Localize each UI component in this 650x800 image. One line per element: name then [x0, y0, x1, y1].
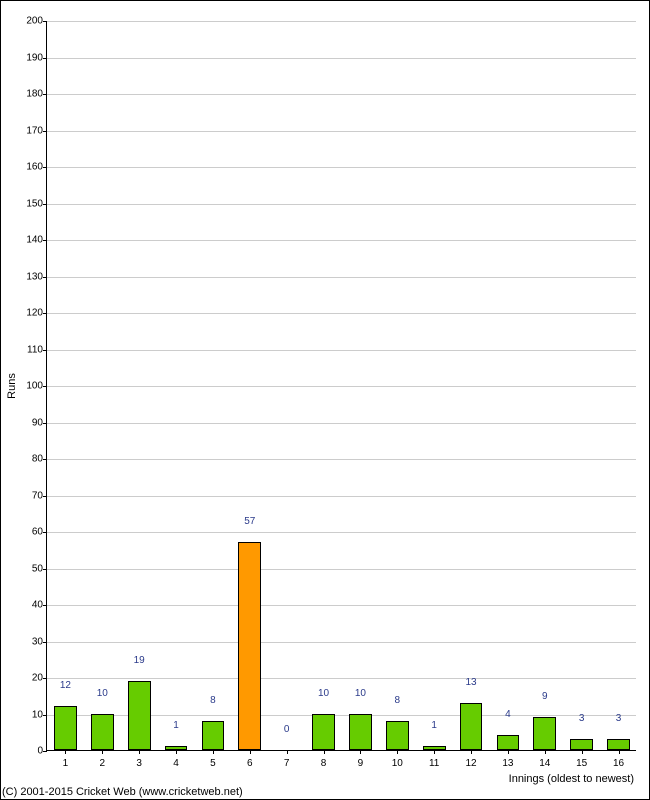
ytick-label: 70	[32, 490, 47, 501]
bar	[497, 735, 520, 750]
bar	[533, 717, 556, 750]
gridline	[47, 21, 636, 22]
bar-value-label: 3	[579, 713, 585, 726]
bar-value-label: 8	[210, 695, 216, 708]
bar-value-label: 3	[616, 713, 622, 726]
ytick-label: 190	[26, 52, 47, 63]
ytick-label: 30	[32, 636, 47, 647]
bar	[349, 714, 372, 751]
bar-value-label: 10	[355, 688, 366, 701]
ytick-label: 200	[26, 16, 47, 27]
gridline	[47, 569, 636, 570]
gridline	[47, 423, 636, 424]
xtick-label: 12	[466, 750, 477, 769]
ytick-label: 110	[27, 344, 47, 355]
bar	[238, 542, 261, 750]
ytick-label: 20	[32, 673, 47, 684]
xtick-label: 2	[100, 750, 106, 769]
copyright-text: (C) 2001-2015 Cricket Web (www.cricketwe…	[2, 786, 243, 798]
bar-value-label: 19	[134, 655, 145, 668]
xtick-label: 15	[576, 750, 587, 769]
gridline	[47, 277, 636, 278]
gridline	[47, 58, 636, 59]
gridline	[47, 313, 636, 314]
xtick-label: 16	[613, 750, 624, 769]
gridline	[47, 459, 636, 460]
bar-value-label: 4	[505, 709, 511, 722]
ytick-label: 10	[32, 709, 47, 720]
bar-value-label: 57	[244, 516, 255, 529]
ytick-label: 150	[26, 198, 47, 209]
bar	[607, 739, 630, 750]
xtick-label: 7	[284, 750, 290, 769]
gridline	[47, 350, 636, 351]
xtick-label: 10	[392, 750, 403, 769]
ytick-label: 100	[26, 381, 47, 392]
xtick-label: 6	[247, 750, 253, 769]
gridline	[47, 204, 636, 205]
bar	[570, 739, 593, 750]
xtick-label: 11	[429, 750, 439, 769]
gridline	[47, 240, 636, 241]
bar-value-label: 8	[395, 695, 401, 708]
x-axis-title: Innings (oldest to newest)	[509, 773, 634, 785]
ytick-label: 90	[32, 417, 47, 428]
gridline	[47, 678, 636, 679]
bar-value-label: 12	[60, 680, 71, 693]
xtick-label: 1	[63, 750, 69, 769]
bar	[386, 721, 409, 750]
bar-value-label: 9	[542, 691, 548, 704]
gridline	[47, 131, 636, 132]
bar-value-label: 13	[466, 677, 477, 690]
ytick-label: 60	[32, 527, 47, 538]
ytick-label: 50	[32, 563, 47, 574]
bar-value-label: 10	[97, 688, 108, 701]
ytick-label: 0	[37, 746, 47, 757]
xtick-label: 9	[358, 750, 364, 769]
bar-chart: 0102030405060708090100110120130140150160…	[0, 0, 650, 800]
gridline	[47, 496, 636, 497]
gridline	[47, 605, 636, 606]
xtick-label: 14	[539, 750, 550, 769]
gridline	[47, 532, 636, 533]
xtick-label: 13	[502, 750, 513, 769]
bar-value-label: 1	[431, 720, 437, 733]
bar	[128, 681, 151, 750]
xtick-label: 8	[321, 750, 327, 769]
bar	[91, 714, 114, 751]
bar-value-label: 10	[318, 688, 329, 701]
ytick-label: 40	[32, 600, 47, 611]
y-axis-title: Runs	[6, 373, 18, 399]
gridline	[47, 167, 636, 168]
bar	[312, 714, 335, 751]
ytick-label: 80	[32, 454, 47, 465]
bar	[202, 721, 225, 750]
ytick-label: 140	[26, 235, 47, 246]
gridline	[47, 94, 636, 95]
ytick-label: 180	[26, 89, 47, 100]
gridline	[47, 386, 636, 387]
ytick-label: 160	[26, 162, 47, 173]
bar	[54, 706, 77, 750]
xtick-label: 4	[173, 750, 179, 769]
bar	[460, 703, 483, 750]
bar-value-label: 0	[284, 724, 290, 737]
ytick-label: 170	[26, 125, 47, 136]
ytick-label: 130	[26, 271, 47, 282]
gridline	[47, 642, 636, 643]
xtick-label: 5	[210, 750, 216, 769]
ytick-label: 120	[26, 308, 47, 319]
xtick-label: 3	[136, 750, 142, 769]
bar-value-label: 1	[173, 720, 179, 733]
plot-area: 0102030405060708090100110120130140150160…	[46, 21, 636, 751]
